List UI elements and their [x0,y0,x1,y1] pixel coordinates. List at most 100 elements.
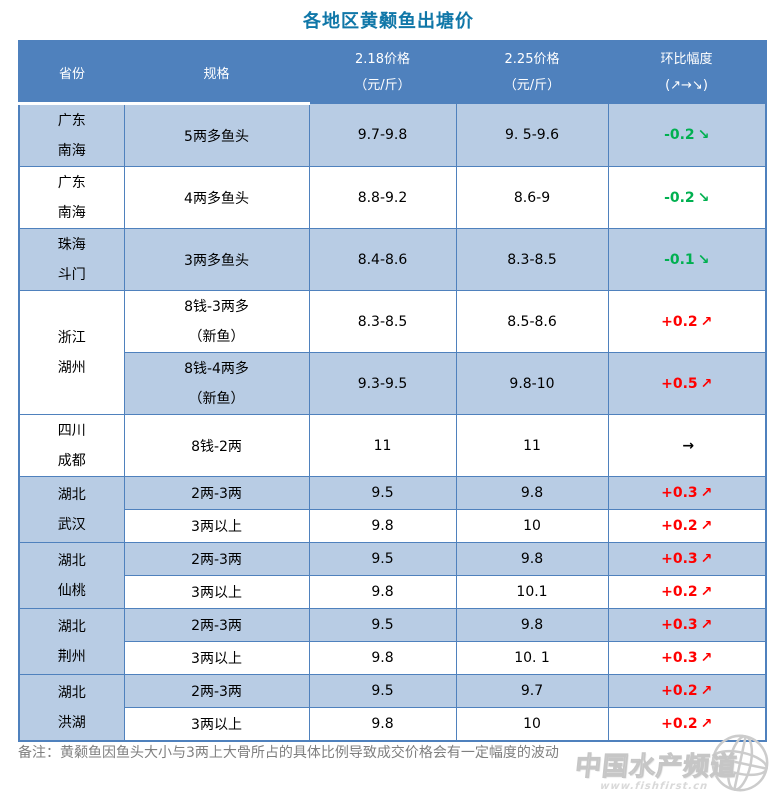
change-value: +0.3 [661,617,698,633]
province-line: 湖北 [57,486,86,503]
price-218-cell: 9.8 [308,509,457,543]
spec-cell: 3两以上 [123,641,310,675]
table-row: 珠海 斗门 3两多鱼头 8.4-8.6 8.3-8.5 -0.1 ↘ [18,228,767,291]
change-value: +0.2 [661,518,698,534]
province-cell: 湖北 武汉 [18,476,125,543]
spec-cell: 8钱-2两 [123,414,310,477]
table-row: 湖北 仙桃 2两-3两 9.5 9.8 +0.3 ↗ [18,542,767,609]
watermark-text: 中国水产频道 www.fishfirst.cn [573,746,740,793]
header-line: （元/斤） [354,77,411,93]
price-225-cell: 8.3-8.5 [455,228,609,291]
spec-cell: 3两以上 [123,509,310,543]
header-change: 环比幅度 (↗→↘) [608,41,766,104]
province-line: 广东 [57,112,86,129]
price-218-cell: 9.5 [308,608,457,642]
province-line: 广东 [57,174,86,191]
province-line: 洪湖 [57,714,86,731]
trend-up-icon: ↗ [700,485,713,501]
trend-up-icon: ↗ [700,584,713,600]
province-line: 斗门 [57,266,86,283]
change-cell: -0.2 ↘ [607,103,767,167]
province-line: 湖北 [57,552,86,569]
change-value: +0.3 [661,650,698,666]
price-225-cell: 10 [455,707,609,742]
price-218-cell: 9.7-9.8 [308,103,457,167]
header-line: (↗→↘) [665,77,708,93]
table-row: 8钱-4两多 （新鱼） 9.3-9.5 9.8-10 +0.5 ↗ [19,352,767,415]
change-value: +0.2 [661,313,698,330]
header-line: 2.18价格 [355,51,410,67]
spec-cell: 8钱-3两多 （新鱼） [123,290,310,353]
province-line: 仙桃 [57,582,86,599]
province-line: 湖北 [57,684,86,701]
change-cell: +0.2 ↗ [607,575,767,609]
trend-up-icon: ↗ [700,518,713,534]
price-218-cell: 8.8-9.2 [308,166,457,229]
footnote: 备注：黄颡鱼因鱼头大小与3两上大骨所占的具体比例导致成交价格会有一定幅度的波动 [18,745,559,761]
change-value: +0.3 [661,551,698,567]
price-218-cell: 9.3-9.5 [308,352,457,415]
price-218-cell: 9.5 [308,476,457,510]
watermark-brand: 中国水产频道 [573,752,739,783]
province-line: 珠海 [57,236,86,253]
province-line: 湖北 [57,618,86,635]
header-line: 环比幅度 [660,51,713,67]
province-line: 南海 [57,142,86,159]
price-225-cell: 9.8 [455,542,609,576]
spec-cell: 2两-3两 [123,542,310,576]
table-row: 3两以上 9.8 10 +0.2 ↗ [19,707,767,742]
province-line: 浙江 [57,329,86,346]
change-value: +0.3 [661,485,698,501]
change-value: +0.5 [661,375,698,392]
change-value: +0.2 [661,584,698,600]
province-cell: 湖北 洪湖 [18,674,125,742]
price-225-cell: 9.8 [455,476,609,510]
spec-line: （新鱼） [188,328,245,345]
change-value: +0.2 [661,716,698,732]
change-cell: +0.3 ↗ [607,476,767,510]
province-line: 湖州 [57,359,86,376]
trend-up-icon: ↗ [700,683,713,699]
price-218-cell: 9.5 [308,674,457,708]
province-line: 四川 [57,422,86,439]
table-row: 湖北 武汉 2两-3两 9.5 9.8 +0.3 ↗ [18,476,767,543]
province-line: 南海 [57,204,86,221]
change-cell: -0.2 ↘ [607,166,767,229]
change-value: -0.1 [664,251,695,268]
province-cell: 浙江 湖州 [18,290,125,415]
trend-up-icon: ↗ [700,716,713,732]
spec-line: 8钱-3两多 [184,298,249,315]
price-218-cell: 9.8 [308,641,457,675]
price-225-cell: 10 [455,509,609,543]
trend-down-icon: ↘ [697,189,710,206]
trend-up-icon: ↗ [700,617,713,633]
header-price-225: 2.25价格 （元/斤） [456,41,608,104]
province-cell: 湖北 仙桃 [18,542,125,609]
change-cell: +0.2 ↗ [607,674,767,708]
spec-cell: 3两以上 [123,575,310,609]
trend-up-icon: ↗ [700,551,713,567]
price-225-cell: 11 [455,414,609,477]
price-218-cell: 9.5 [308,542,457,576]
price-218-cell: 8.4-8.6 [308,228,457,291]
trend-up-icon: ↗ [700,313,713,330]
spec-line: （新鱼） [188,390,245,407]
province-cell: 广东 南海 [18,103,125,167]
province-cell: 湖北 荆州 [18,608,125,675]
globe-icon [711,734,769,792]
change-cell: +0.2 ↗ [607,707,767,742]
province-cell: 四川 成都 [18,414,125,477]
watermark: 中国水产频道 www.fishfirst.cn [511,734,771,798]
table-row: 湖北 洪湖 2两-3两 9.5 9.7 +0.2 ↗ [18,674,767,742]
table-row: 广东 南海 5两多鱼头 9.7-9.8 9. 5-9.6 -0.2 ↘ [18,103,767,167]
price-225-cell: 9.8-10 [455,352,609,415]
header-row: 省份 规格 2.18价格 （元/斤） 2.25价格 （元/斤） 环比幅度 (↗→… [19,41,766,105]
price-225-cell: 8.6-9 [455,166,609,229]
header-spec: 规格 [124,41,309,105]
table-row: 浙江 湖州 8钱-3两多 （新鱼） 8.3-8.5 8.5-8.6 +0.2 ↗ [18,290,767,415]
table-row: 3两以上 9.8 10 +0.2 ↗ [19,509,767,543]
price-218-cell: 9.8 [308,707,457,742]
price-225-cell: 9. 5-9.6 [455,103,609,167]
price-218-cell: 9.8 [308,575,457,609]
change-cell: +0.3 ↗ [607,542,767,576]
